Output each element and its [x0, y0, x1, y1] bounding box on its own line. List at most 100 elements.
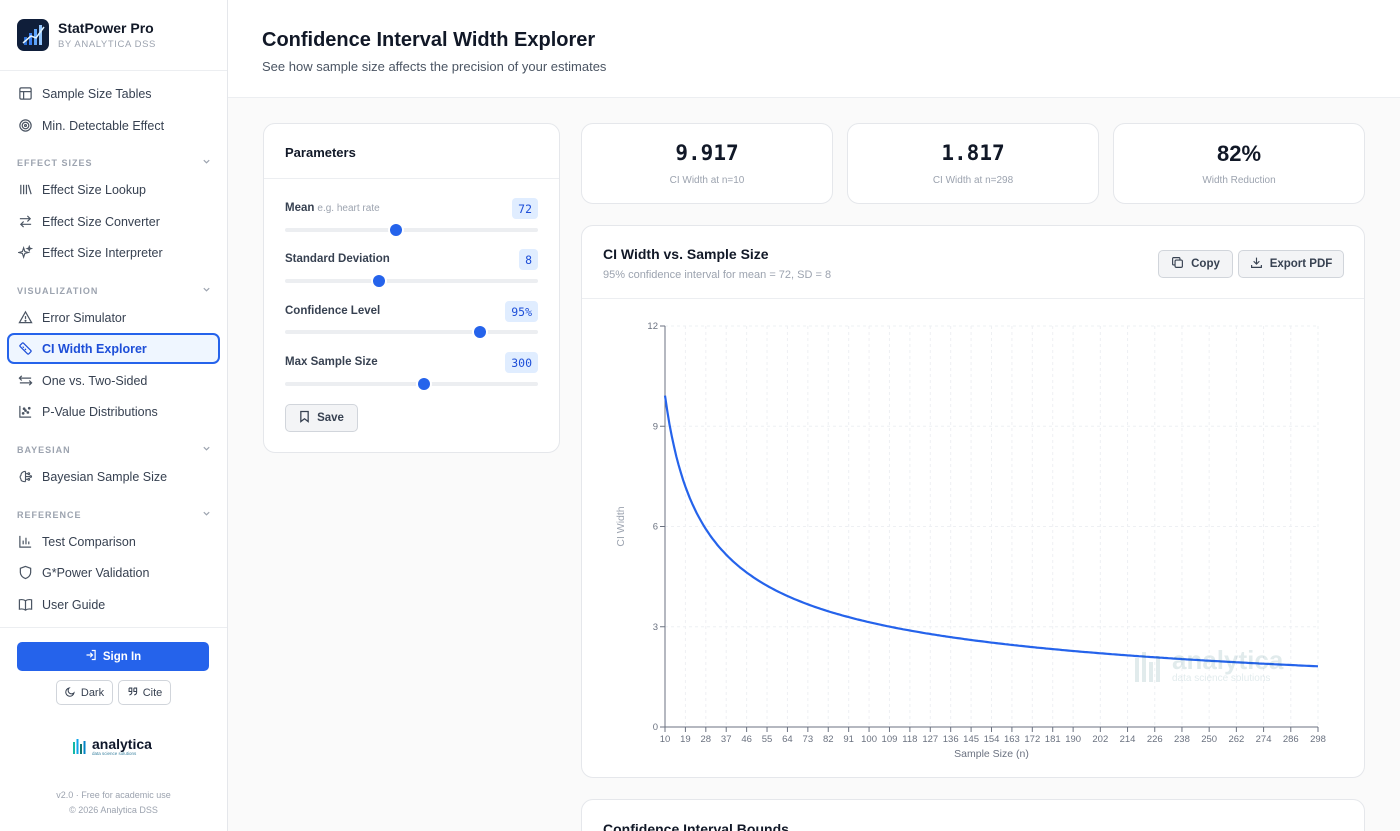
- nav-label: Min. Detectable Effect: [42, 118, 165, 133]
- x-tick-label: 262: [1228, 734, 1244, 745]
- chart-subtitle: 95% confidence interval for mean = 72, S…: [603, 269, 832, 281]
- version-text: v2.0 · Free for academic use: [56, 790, 171, 800]
- nav-item-user-guide[interactable]: User Guide: [7, 589, 220, 620]
- x-tick-label: 202: [1092, 734, 1108, 745]
- x-tick-label: 109: [882, 734, 898, 745]
- mean-slider-thumb[interactable]: [390, 224, 403, 236]
- confidence-slider[interactable]: [285, 326, 538, 338]
- x-tick-label: 190: [1065, 734, 1081, 745]
- nav-label: Effect Size Converter: [42, 214, 160, 229]
- mean-slider[interactable]: [285, 224, 538, 236]
- x-tick-label: 28: [701, 734, 712, 745]
- max-n-slider-thumb[interactable]: [418, 378, 431, 390]
- nav-label: User Guide: [42, 597, 106, 612]
- nav-label: One vs. Two-Sided: [42, 373, 148, 388]
- card-divider: [264, 178, 559, 179]
- x-tick-label: 37: [721, 734, 732, 745]
- page-subtitle: See how sample size affects the precisio…: [262, 59, 607, 74]
- sd-value[interactable]: 8: [519, 249, 538, 270]
- stat-card-width-max-n: 1.817 CI Width at n=298: [847, 123, 1099, 204]
- x-tick-label: 226: [1147, 734, 1163, 745]
- scatter-icon: [17, 404, 33, 420]
- y-tick-label: 12: [647, 321, 658, 332]
- nav-item-error-simulator[interactable]: Error Simulator: [7, 302, 220, 333]
- x-tick-label: 118: [902, 734, 917, 745]
- dark-label: Dark: [80, 686, 105, 699]
- ruler-icon: [17, 341, 33, 357]
- app-logo-icon: [17, 19, 49, 51]
- analytica-logo[interactable]: analytica data science solutions: [72, 736, 152, 756]
- nav-item-effect-size-interpreter[interactable]: Effect Size Interpreter: [7, 237, 220, 268]
- section-label: REFERENCE: [17, 509, 82, 520]
- save-label: Save: [317, 412, 344, 424]
- dark-mode-button[interactable]: Dark: [56, 680, 113, 705]
- stat-card-width-reduction: 82% Width Reduction: [1113, 123, 1365, 204]
- section-visualization[interactable]: VISUALIZATION: [17, 285, 211, 296]
- nav-label: Effect Size Lookup: [42, 182, 147, 197]
- nav-item-effect-size-converter[interactable]: Effect Size Converter: [7, 206, 220, 237]
- analytica-logo-text: analytica: [92, 735, 152, 752]
- section-reference[interactable]: REFERENCE: [17, 509, 211, 520]
- shield-icon: [17, 565, 33, 581]
- sign-in-icon: [85, 649, 97, 664]
- x-tick-label: 286: [1283, 734, 1299, 745]
- stat-card-width-min-n: 9.917 CI Width at n=10: [581, 123, 833, 204]
- confidence-slider-thumb[interactable]: [473, 326, 486, 338]
- nav-item-min-detectable-effect[interactable]: Min. Detectable Effect: [7, 110, 220, 141]
- nav-item-ci-width-explorer[interactable]: CI Width Explorer: [7, 333, 220, 364]
- section-label: VISUALIZATION: [17, 285, 99, 296]
- page-header: Confidence Interval Width Explorer See h…: [228, 0, 1400, 98]
- nav-item-test-comparison[interactable]: Test Comparison: [7, 526, 220, 557]
- sign-in-label: Sign In: [102, 650, 142, 663]
- nav-label: P-Value Distributions: [42, 404, 158, 419]
- x-tick-label: 82: [823, 734, 834, 745]
- nav-item-gpower-validation[interactable]: G*Power Validation: [7, 557, 220, 588]
- nav-label: Effect Size Interpreter: [42, 245, 163, 260]
- mean-value[interactable]: 72: [512, 198, 538, 219]
- nav-item-one-vs-two-sided[interactable]: One vs. Two-Sided: [7, 365, 220, 396]
- mean-hint: e.g. heart rate: [317, 203, 380, 214]
- x-axis-label: Sample Size (n): [954, 748, 1029, 760]
- y-tick-label: 6: [653, 522, 658, 533]
- y-tick-label: 9: [653, 421, 658, 432]
- x-tick-label: 19: [680, 734, 691, 745]
- section-bayesian[interactable]: BAYESIAN: [17, 444, 211, 455]
- nav-item-bayesian-sample-size[interactable]: Bayesian Sample Size: [7, 461, 220, 492]
- table-icon: [17, 86, 33, 102]
- x-tick-label: 172: [1024, 734, 1040, 745]
- brand[interactable]: StatPower Pro BY ANALYTICA DSS: [17, 19, 156, 51]
- nav-label: Bayesian Sample Size: [42, 469, 168, 484]
- x-tick-label: 145: [963, 734, 979, 745]
- chart-title: CI Width vs. Sample Size: [603, 246, 769, 262]
- arrows-left-right-icon: [17, 373, 33, 389]
- confidence-label: Confidence Level: [285, 305, 381, 317]
- cite-label: Cite: [142, 686, 163, 699]
- stat-value: 1.817: [941, 141, 1005, 165]
- copy-icon: [1171, 256, 1184, 272]
- x-tick-label: 46: [741, 734, 752, 745]
- sd-slider[interactable]: [285, 275, 538, 287]
- chevron-down-icon: [202, 157, 211, 168]
- x-tick-label: 214: [1120, 734, 1136, 745]
- warning-triangle-icon: [17, 310, 33, 326]
- analytica-logo-icon: [73, 739, 86, 754]
- max-n-slider[interactable]: [285, 378, 538, 390]
- mean-label: Mean e.g. heart rate: [285, 202, 380, 214]
- max-n-value[interactable]: 300: [505, 352, 538, 373]
- save-button[interactable]: Save: [285, 404, 358, 432]
- sd-slider-thumb[interactable]: [372, 275, 385, 287]
- sign-in-button[interactable]: Sign In: [17, 642, 209, 671]
- book-icon: [17, 597, 33, 613]
- nav-item-p-value-distributions[interactable]: P-Value Distributions: [7, 396, 220, 427]
- nav-item-effect-size-lookup[interactable]: Effect Size Lookup: [7, 174, 220, 205]
- stat-value: 9.917: [675, 141, 739, 165]
- x-tick-label: 154: [984, 734, 1000, 745]
- ci-bounds-card: Confidence Interval Bounds: [581, 799, 1365, 831]
- cite-button[interactable]: Cite: [118, 680, 171, 705]
- copy-button[interactable]: Copy: [1158, 250, 1233, 278]
- section-effect-sizes[interactable]: EFFECT SIZES: [17, 157, 211, 168]
- nav-label: Test Comparison: [42, 534, 136, 549]
- export-pdf-button[interactable]: Export PDF: [1238, 250, 1344, 278]
- nav-item-sample-size-tables[interactable]: Sample Size Tables: [7, 78, 220, 109]
- confidence-value[interactable]: 95%: [505, 301, 538, 322]
